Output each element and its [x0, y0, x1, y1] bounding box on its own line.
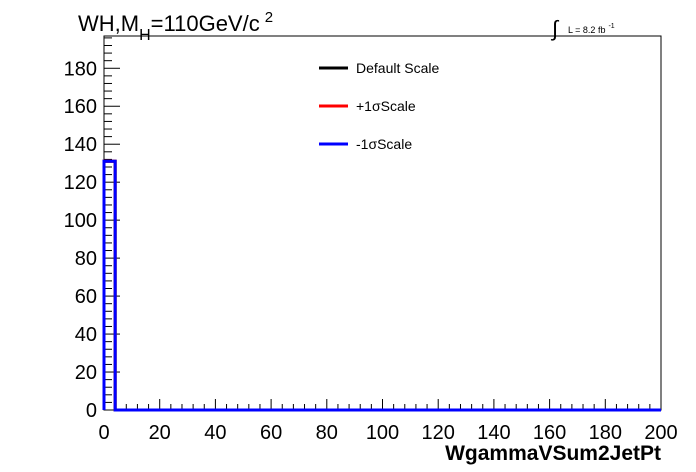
y-tick-label: 60 — [75, 286, 97, 308]
y-tick-label: 100 — [64, 210, 97, 232]
lumi-superscript: -1 — [608, 23, 614, 30]
legend-label: -1σScale — [356, 136, 412, 152]
chart-title: WH,MH=110GeV/c 2 — [78, 9, 273, 44]
series-line — [102, 159, 661, 412]
y-tick-label: 180 — [64, 58, 97, 80]
x-tick-label: 160 — [533, 422, 566, 444]
title-main: WH,M — [78, 11, 139, 36]
x-tick-label: 140 — [477, 422, 510, 444]
x-axis-label: WgammaVSum2JetPt — [445, 442, 661, 465]
y-tick-label: 80 — [75, 248, 97, 270]
axes: 0 20 40 60 80 100 120 140 160 180 200 0 20 40 60 80 100 1… — [64, 37, 678, 444]
x-tick-label: 120 — [422, 422, 455, 444]
x-tick-label: 40 — [204, 422, 226, 444]
x-tick-label: 80 — [316, 422, 338, 444]
y-tick-label: 160 — [64, 96, 97, 118]
legend: Default Scale +1σScale -1σScale — [319, 60, 439, 152]
lumi-integral: ∫ — [550, 16, 560, 41]
legend-label: Default Scale — [356, 60, 439, 76]
y-tick-label: 120 — [64, 172, 97, 194]
x-tick-label: 0 — [98, 422, 109, 444]
y-tick-label: 0 — [86, 400, 97, 422]
y-tick-label: 140 — [64, 134, 97, 156]
lumi-label: L = 8.2 fb -1 — [568, 23, 615, 35]
title-rest: =110GeV/c — [151, 11, 260, 36]
y-tick-label: 40 — [75, 324, 97, 346]
title-superscript: 2 — [265, 9, 273, 26]
plot-frame — [103, 35, 662, 411]
x-tick-label: 60 — [260, 422, 282, 444]
x-tick-label: 100 — [366, 422, 399, 444]
series-line — [102, 159, 661, 412]
x-tick-label: 20 — [149, 422, 171, 444]
y-tick-label: 20 — [75, 362, 97, 384]
lumi-text: L = 8.2 fb — [568, 25, 605, 35]
legend-label: +1σScale — [356, 98, 416, 114]
x-tick-label: 180 — [589, 422, 622, 444]
series-line — [102, 159, 661, 412]
x-tick-label: 200 — [644, 422, 677, 444]
series-layer — [102, 159, 661, 412]
